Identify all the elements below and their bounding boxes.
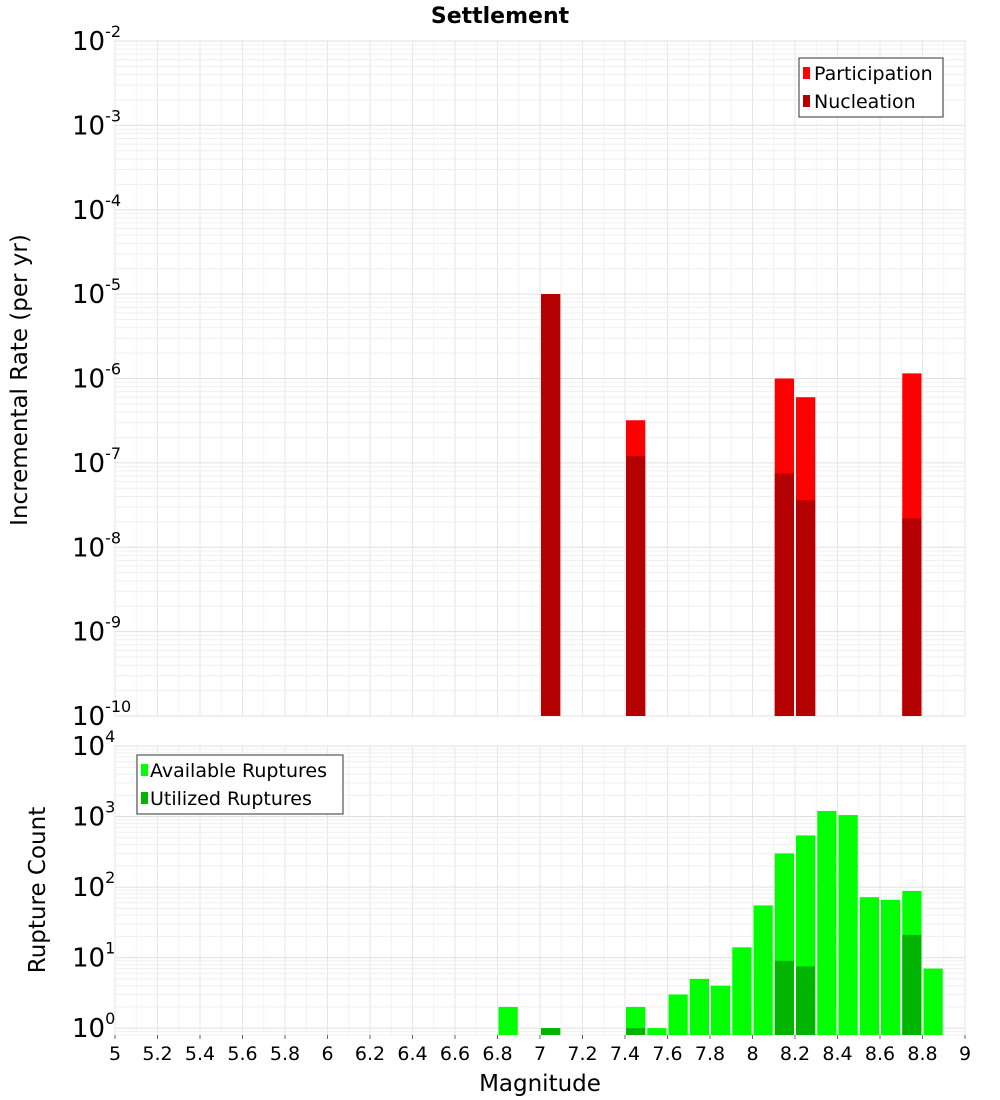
count-legend: Available Ruptures Utilized Ruptures [136, 754, 344, 815]
count-y-tick-label: 101 [72, 939, 115, 974]
rate-y-tick-label: 10-10 [72, 697, 131, 732]
count-y-tick-label: 104 [72, 727, 115, 762]
x-axis-label: Magnitude [479, 1071, 601, 1097]
count-bar-available-ruptures [626, 1006, 646, 1035]
x-tick-label: 5 [109, 1043, 121, 1065]
count-bar-available-ruptures [668, 994, 688, 1035]
count-y-tick-label: 103 [72, 798, 115, 833]
rate-y-tick-label: 10-8 [72, 528, 121, 563]
x-tick-label: 7.2 [567, 1043, 597, 1065]
x-tick-label: 8.8 [907, 1043, 937, 1065]
x-tick-label: 8 [746, 1043, 758, 1065]
x-tick-label: 5.6 [227, 1043, 257, 1065]
count-bar-available-ruptures [689, 978, 709, 1035]
rate-y-tick-label: 10-6 [72, 360, 121, 395]
count-bar-utilized-ruptures [774, 960, 794, 1035]
count-panel: 104 103 102 101 100 5 5.2 5.4 5.6 5.8 6 6.2 6.4 6.6 6… [25, 727, 971, 1097]
count-bars [498, 810, 943, 1035]
x-tick-label: 8.2 [780, 1043, 810, 1065]
x-tick-label: 7.4 [610, 1043, 640, 1065]
count-y-ticks: 104 103 102 101 100 [72, 727, 115, 1044]
count-bar-available-ruptures [838, 815, 858, 1035]
x-tick-label: 7.8 [695, 1043, 725, 1065]
legend-swatch-participation [803, 67, 810, 79]
x-tick-label: 6.4 [397, 1043, 427, 1065]
x-tick-label: 8.6 [865, 1043, 895, 1065]
x-tick-label: 9 [959, 1043, 971, 1065]
count-bar-utilized-ruptures [541, 1028, 561, 1035]
rate-grid [114, 40, 966, 717]
x-tick-label: 7.6 [652, 1043, 682, 1065]
x-tick-label: 5.4 [185, 1043, 215, 1065]
count-bar-utilized-ruptures [796, 966, 816, 1035]
count-y-axis-label: Rupture Count [25, 807, 51, 973]
rate-y-tick-label: 10-2 [72, 22, 121, 57]
count-bar-available-ruptures [923, 968, 943, 1035]
rate-y-tick-label: 10-4 [72, 191, 121, 226]
rate-y-tick-label: 10-3 [72, 106, 121, 141]
count-bar-utilized-ruptures [626, 1028, 646, 1035]
legend-swatch-available [141, 764, 148, 776]
x-tick-label: 5.2 [142, 1043, 172, 1065]
rate-bar-nucleation [626, 456, 646, 716]
x-tick-label: 6.2 [355, 1043, 385, 1065]
count-y-tick-label: 102 [72, 868, 115, 903]
legend-swatch-nucleation [803, 95, 810, 107]
rate-y-tick-label: 10-5 [72, 275, 121, 310]
rate-bar-nucleation [774, 473, 794, 716]
chart-title: Settlement [431, 4, 570, 29]
rate-bar-nucleation [541, 294, 561, 716]
rate-y-axis-label: Incremental Rate (per yr) [7, 234, 33, 526]
x-tick-label: 8.4 [822, 1043, 852, 1065]
count-bar-available-ruptures [711, 985, 731, 1035]
rate-bars [541, 294, 922, 716]
rate-y-tick-label: 10-7 [72, 444, 121, 479]
rate-y-tick-label: 10-9 [72, 613, 121, 648]
count-bar-available-ruptures [817, 810, 837, 1035]
x-tick-label: 6.6 [440, 1043, 470, 1065]
count-y-tick-label: 100 [72, 1009, 115, 1044]
legend-label-available: Available Ruptures [150, 760, 327, 782]
count-bar-available-ruptures [881, 899, 901, 1035]
rate-legend-box [798, 57, 944, 118]
x-tick-label: 6.8 [482, 1043, 512, 1065]
count-bar-utilized-ruptures [902, 934, 922, 1035]
count-bar-available-ruptures [859, 897, 879, 1035]
x-ticks: 5 5.2 5.4 5.6 5.8 6 6.2 6.4 6.6 6.8 7 7.2 7.4 7.6 7.8 8… [109, 1035, 971, 1065]
x-tick-label: 6 [321, 1043, 333, 1065]
count-grid [114, 745, 966, 1036]
x-tick-label: 7 [534, 1043, 546, 1065]
count-legend-box [136, 754, 344, 815]
legend-label-participation: Participation [814, 63, 933, 85]
count-bar-available-ruptures [498, 1006, 518, 1035]
rate-bar-nucleation [902, 518, 922, 716]
legend-label-utilized: Utilized Ruptures [150, 788, 312, 810]
count-bar-available-ruptures [753, 905, 773, 1035]
count-bar-available-ruptures [732, 947, 752, 1035]
count-bar-available-ruptures [647, 1028, 667, 1035]
rate-panel: 10-2 10-3 10-4 10-5 10-6 10-7 10-8 10-9 10-10 In… [7, 22, 966, 732]
rate-bar-nucleation [796, 500, 816, 716]
legend-label-nucleation: Nucleation [814, 91, 916, 113]
legend-swatch-utilized [141, 792, 148, 804]
rate-legend: Participation Nucleation [798, 57, 944, 118]
x-tick-label: 5.8 [270, 1043, 300, 1065]
